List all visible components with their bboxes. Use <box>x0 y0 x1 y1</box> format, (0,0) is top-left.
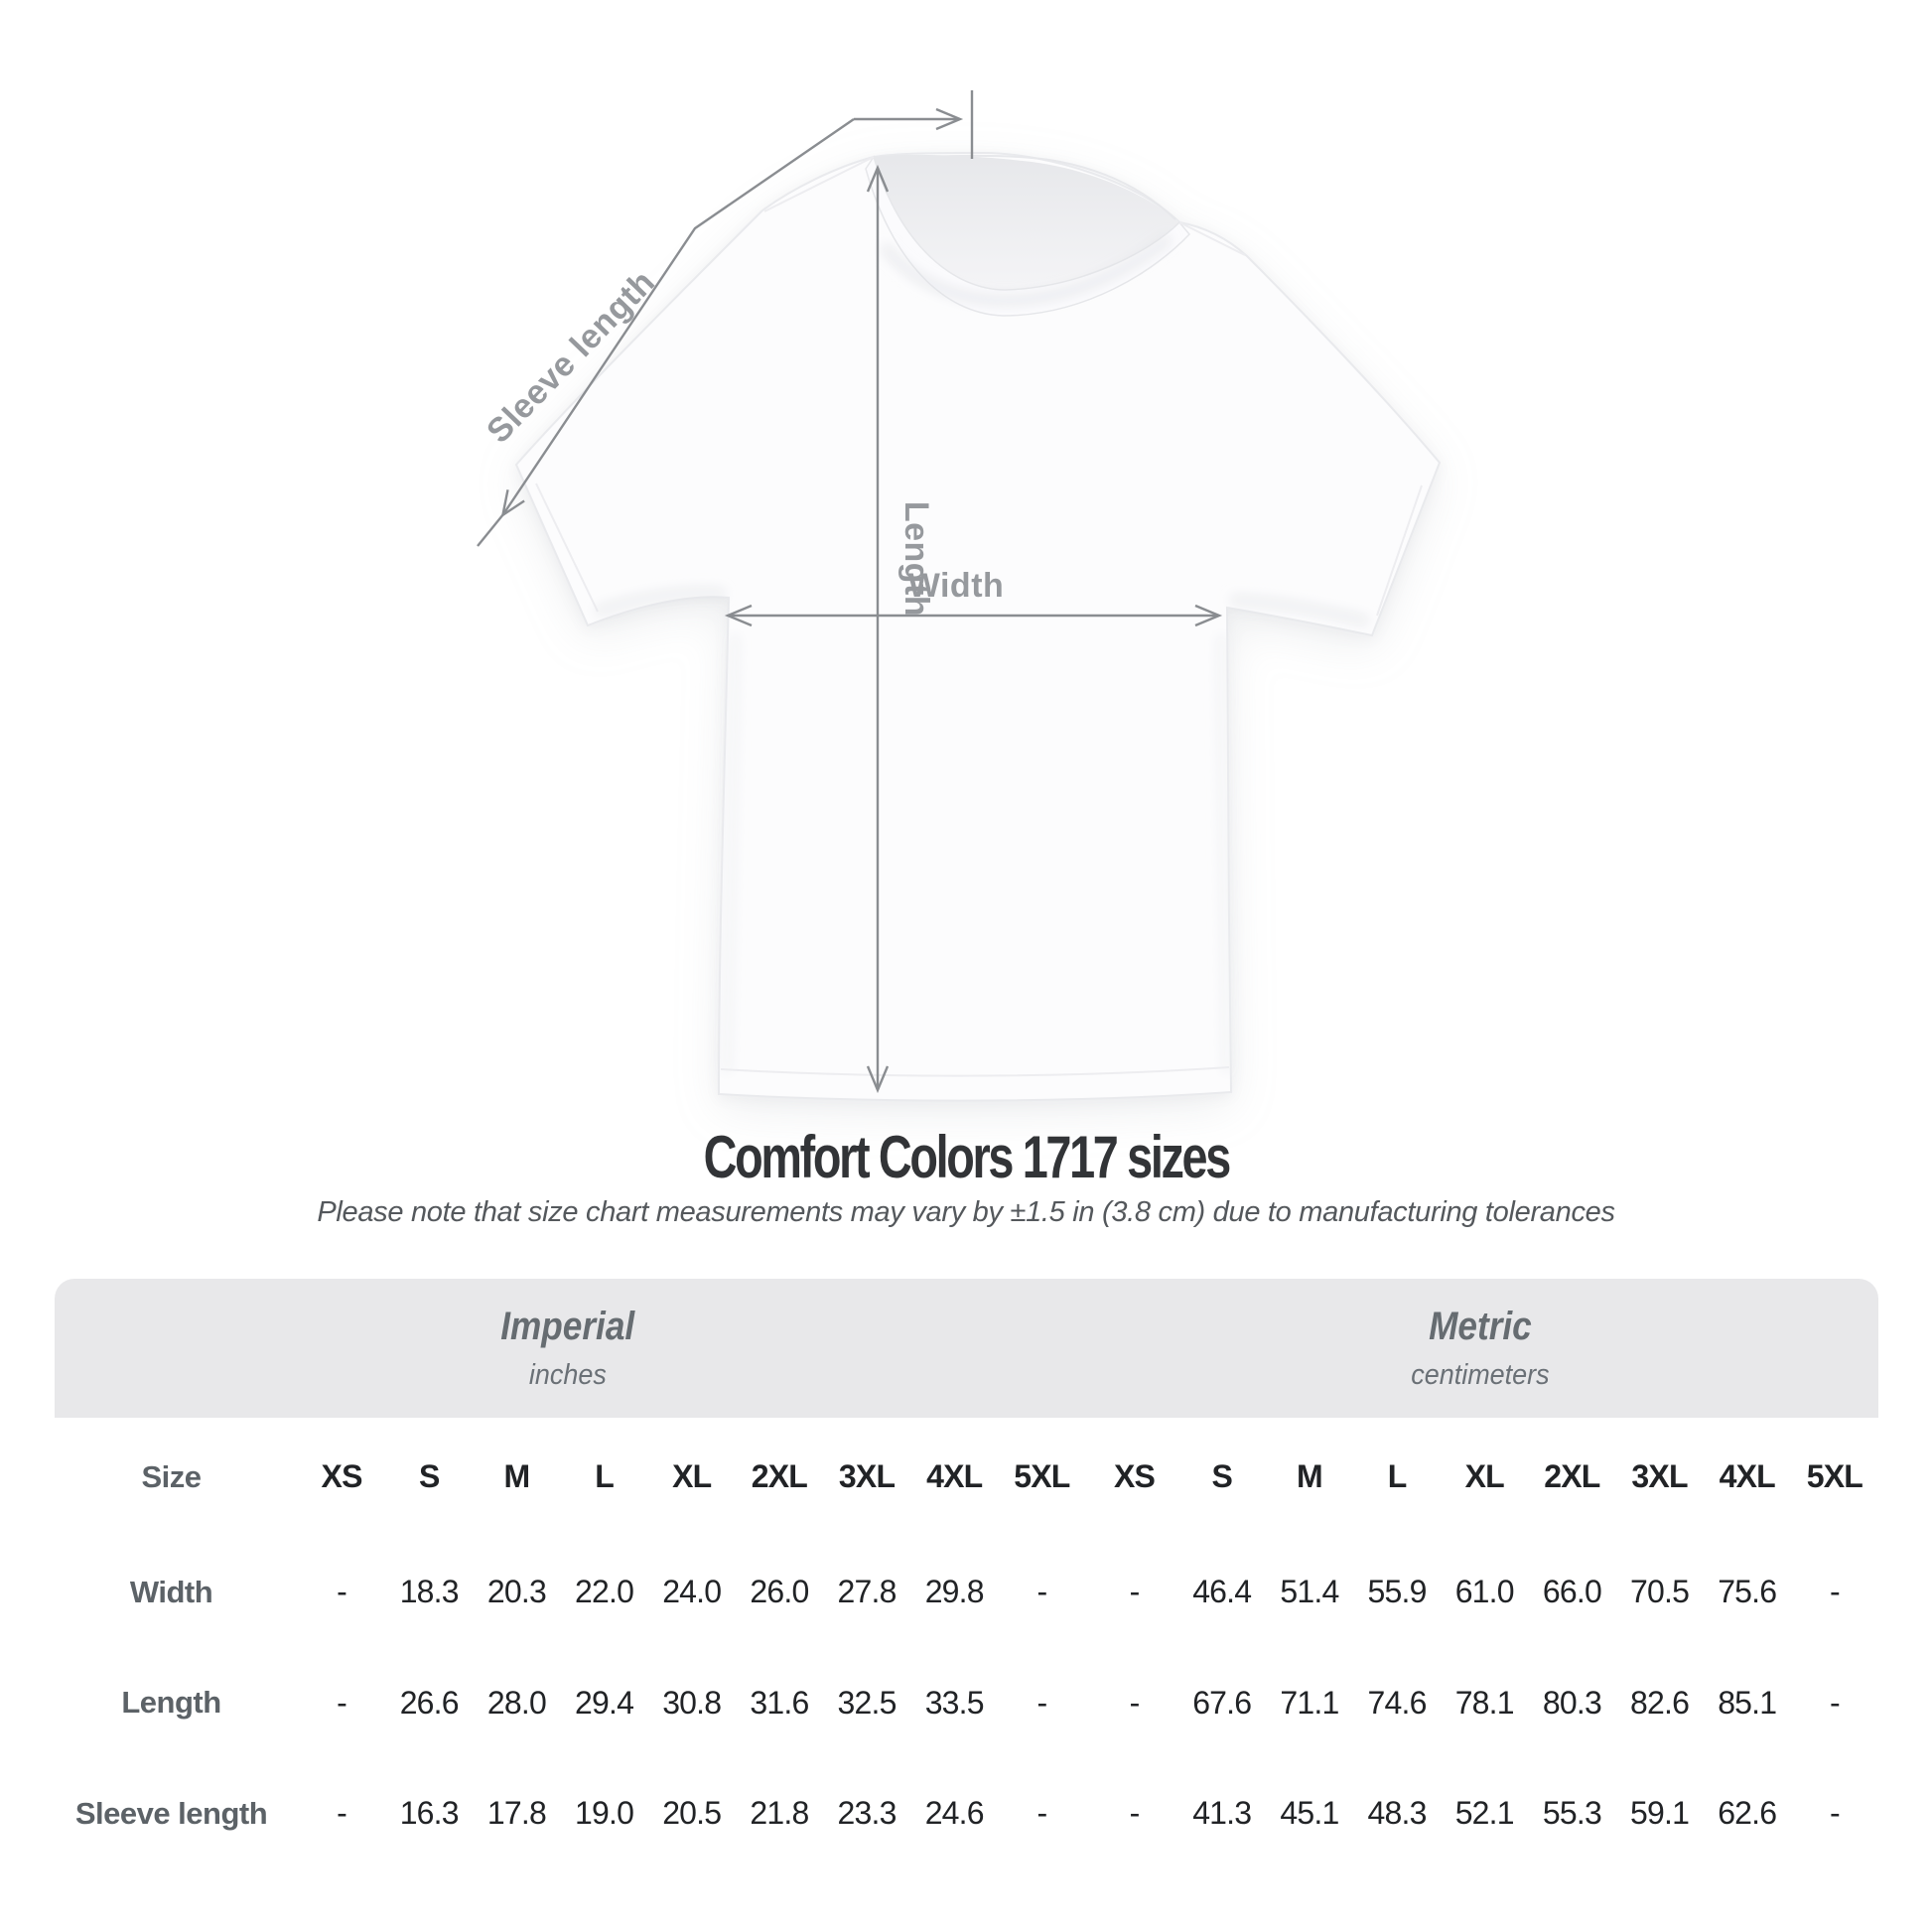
table-cell: 62.6 <box>1718 1795 1777 1831</box>
table-cell: 78.1 <box>1454 1684 1515 1721</box>
row-label-width: Width <box>129 1574 213 1609</box>
column-gap <box>288 1757 298 1869</box>
table-cell: - <box>1036 1795 1047 1831</box>
table-cell: 45.1 <box>1280 1795 1339 1831</box>
imperial-group-header: Imperial inches <box>55 1279 1081 1418</box>
width-label: Width <box>908 567 1005 605</box>
tshirt-measurement-diagram: Sleeve length Length Width <box>477 90 1442 1102</box>
table-cell: 80.3 <box>1542 1684 1602 1721</box>
column-gap <box>288 1418 298 1536</box>
table-cell: 46.4 <box>1192 1574 1252 1609</box>
size-header-metric: 5XL <box>1806 1458 1863 1494</box>
table-cell: 75.6 <box>1718 1574 1777 1609</box>
size-header-metric: S <box>1211 1458 1233 1494</box>
size-header-metric: 2XL <box>1544 1458 1600 1494</box>
table-cell: - <box>1829 1684 1841 1721</box>
size-header-metric: 3XL <box>1631 1458 1688 1494</box>
table-cell: - <box>1036 1684 1047 1721</box>
table-cell: 22.0 <box>575 1574 634 1609</box>
table-cell: 26.0 <box>750 1574 809 1609</box>
size-header-metric: 4XL <box>1719 1458 1776 1494</box>
metric-label: Metric <box>1428 1305 1532 1348</box>
size-header-imperial: 3XL <box>838 1458 896 1494</box>
size-header-imperial: M <box>503 1458 530 1494</box>
table-cell: 55.9 <box>1367 1574 1428 1609</box>
table-cell: - <box>337 1795 347 1831</box>
table-cell: 23.3 <box>837 1795 897 1831</box>
table-cell: 19.0 <box>575 1795 634 1831</box>
table-cell: - <box>337 1574 347 1609</box>
sleeve-length-arrow <box>500 118 855 518</box>
measurement-lines <box>477 90 1223 1094</box>
table-cell: - <box>337 1684 347 1721</box>
table-cell: 82.6 <box>1630 1684 1690 1721</box>
page-subtitle: Please note that size chart measurements… <box>317 1196 1615 1228</box>
tshirt-photo <box>514 151 1442 1102</box>
page-title: Comfort Colors 1717 sizes <box>703 1124 1231 1190</box>
table-cell: 66.0 <box>1542 1574 1602 1609</box>
table-cell: 70.5 <box>1630 1574 1690 1609</box>
size-header-imperial: XS <box>321 1458 363 1494</box>
metric-unit: centimeters <box>1410 1359 1550 1391</box>
table-cell: 16.3 <box>399 1795 460 1831</box>
size-header-imperial: S <box>418 1458 440 1494</box>
table-cell: 18.3 <box>399 1574 460 1609</box>
column-gap <box>288 1648 298 1757</box>
table-cell: 59.1 <box>1630 1795 1690 1831</box>
table-cell: 20.5 <box>662 1795 722 1831</box>
table-cell: 52.1 <box>1454 1795 1515 1831</box>
table-cell: 71.1 <box>1280 1684 1339 1721</box>
table-cell: 21.8 <box>750 1795 809 1831</box>
table-cell: 24.6 <box>924 1795 985 1831</box>
size-header-metric: L <box>1387 1458 1408 1494</box>
column-gap <box>288 1536 298 1648</box>
table-cell: 51.4 <box>1280 1574 1339 1609</box>
table-cell: 67.6 <box>1192 1684 1252 1721</box>
table-cell: 28.0 <box>486 1684 547 1721</box>
table-cell: 26.6 <box>399 1684 460 1721</box>
size-header-metric: XL <box>1464 1458 1505 1494</box>
table-cell: 61.0 <box>1454 1574 1515 1609</box>
table-cell: 85.1 <box>1718 1684 1777 1721</box>
size-header-imperial: L <box>595 1458 615 1494</box>
size-row-label: Size <box>141 1458 202 1494</box>
size-header-imperial: 2XL <box>751 1458 808 1494</box>
table-cell: 27.8 <box>837 1574 897 1609</box>
size-table: Imperial inches Metric centimeters Size … <box>55 1279 1878 1869</box>
table-cell: - <box>1129 1574 1141 1609</box>
table-cell: - <box>1829 1795 1841 1831</box>
table-cell: - <box>1129 1795 1141 1831</box>
size-header-metric: M <box>1296 1458 1323 1494</box>
table-cell: 29.4 <box>575 1684 634 1721</box>
size-header-imperial: 5XL <box>1014 1458 1070 1494</box>
table-cell: 30.8 <box>662 1684 722 1721</box>
size-header-imperial: 4XL <box>926 1458 983 1494</box>
table-cell: - <box>1036 1574 1047 1609</box>
imperial-label: Imperial <box>500 1305 635 1348</box>
table-cell: 33.5 <box>924 1684 985 1721</box>
table-cell: 41.3 <box>1192 1795 1252 1831</box>
table-cell: 29.8 <box>924 1574 985 1609</box>
table-cell: - <box>1829 1574 1841 1609</box>
table-cell: 17.8 <box>486 1795 547 1831</box>
row-label-sleeve-length: Sleeve length <box>74 1795 268 1831</box>
heading-block: Comfort Colors 1717 sizes Please note th… <box>0 1126 1932 1229</box>
length-label: Length <box>897 501 935 617</box>
row-label-length: Length <box>121 1685 221 1720</box>
table-cell: 74.6 <box>1367 1684 1428 1721</box>
table-cell: 20.3 <box>486 1574 547 1609</box>
unit-header-band: Imperial inches Metric centimeters <box>55 1279 1878 1418</box>
metric-group-header: Metric centimeters <box>1081 1279 1878 1418</box>
table-cell: 55.3 <box>1542 1795 1602 1831</box>
table-cell: 31.6 <box>750 1684 809 1721</box>
table-cell: 24.0 <box>662 1574 722 1609</box>
table-cell: 32.5 <box>837 1684 897 1721</box>
table-cell: - <box>1129 1684 1141 1721</box>
table-cell: 48.3 <box>1367 1795 1428 1831</box>
sleeve-length-arrow-tail <box>477 513 504 547</box>
imperial-unit: inches <box>529 1359 608 1391</box>
size-header-imperial: XL <box>672 1458 712 1494</box>
size-header-metric: XS <box>1114 1458 1156 1494</box>
